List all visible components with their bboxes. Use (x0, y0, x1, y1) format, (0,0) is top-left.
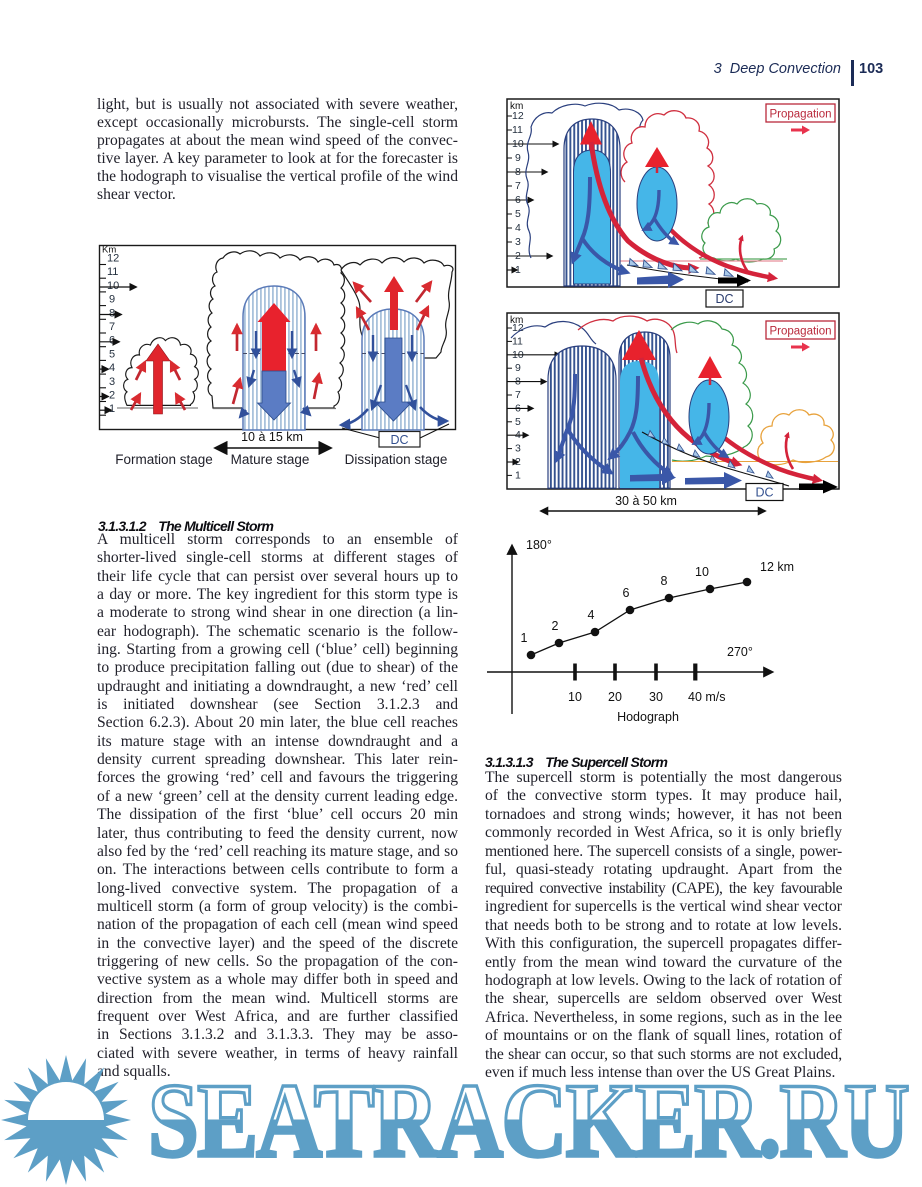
svg-text:4: 4 (515, 222, 521, 234)
svg-text:DC: DC (755, 486, 773, 500)
svg-text:11: 11 (512, 335, 523, 347)
svg-text:11: 11 (107, 266, 118, 278)
svg-text:Km: Km (102, 245, 116, 256)
svg-text:10: 10 (695, 565, 709, 579)
svg-text:270°: 270° (727, 645, 753, 659)
svg-text:12: 12 (512, 322, 524, 334)
svg-text:DC: DC (390, 433, 408, 447)
svg-text:6: 6 (623, 586, 630, 600)
svg-text:6: 6 (109, 335, 115, 347)
svg-text:20: 20 (608, 690, 622, 704)
svg-text:12: 12 (512, 110, 524, 122)
svg-text:DC: DC (715, 292, 733, 306)
svg-text:Mature stage: Mature stage (231, 452, 310, 467)
svg-text:km: km (510, 315, 523, 326)
svg-text:2: 2 (109, 390, 115, 402)
svg-text:11: 11 (512, 124, 523, 136)
svg-text:8: 8 (661, 574, 668, 588)
svg-text:3: 3 (515, 443, 521, 455)
svg-text:180°: 180° (526, 538, 552, 552)
svg-text:Formation stage: Formation stage (115, 452, 213, 467)
svg-text:12 km: 12 km (760, 560, 794, 574)
svg-text:7: 7 (515, 180, 521, 192)
svg-text:30 à 50 km: 30 à 50 km (615, 494, 677, 508)
svg-text:Dissipation stage: Dissipation stage (345, 452, 448, 467)
svg-text:5: 5 (515, 208, 521, 220)
svg-text:7: 7 (109, 321, 115, 333)
svg-text:2: 2 (552, 619, 559, 633)
svg-text:1: 1 (109, 403, 115, 415)
svg-text:km: km (510, 101, 523, 112)
svg-text:9: 9 (109, 294, 115, 306)
svg-text:3: 3 (515, 236, 521, 248)
svg-text:4: 4 (109, 362, 115, 374)
svg-text:10: 10 (568, 690, 582, 704)
svg-text:10 à 15 km: 10 à 15 km (241, 430, 303, 444)
svg-text:9: 9 (515, 152, 521, 164)
svg-text:10: 10 (107, 280, 119, 292)
svg-text:1: 1 (521, 631, 528, 645)
svg-text:12: 12 (107, 253, 119, 265)
svg-text:40 m/s: 40 m/s (688, 690, 726, 704)
svg-text:Propagation: Propagation (769, 326, 831, 338)
svg-text:3: 3 (109, 376, 115, 388)
svg-text:Propagation: Propagation (769, 109, 831, 121)
svg-text:7: 7 (515, 389, 521, 401)
svg-text:9: 9 (515, 362, 521, 374)
svg-text:SEATRACKER.RU: SEATRACKER.RU (148, 1062, 908, 1179)
svg-text:30: 30 (649, 690, 663, 704)
svg-text:1: 1 (515, 469, 521, 481)
svg-text:Hodograph: Hodograph (617, 710, 679, 724)
svg-text:4: 4 (588, 608, 595, 622)
svg-text:5: 5 (109, 348, 115, 360)
svg-text:5: 5 (515, 416, 521, 428)
svg-text:8: 8 (109, 307, 115, 319)
